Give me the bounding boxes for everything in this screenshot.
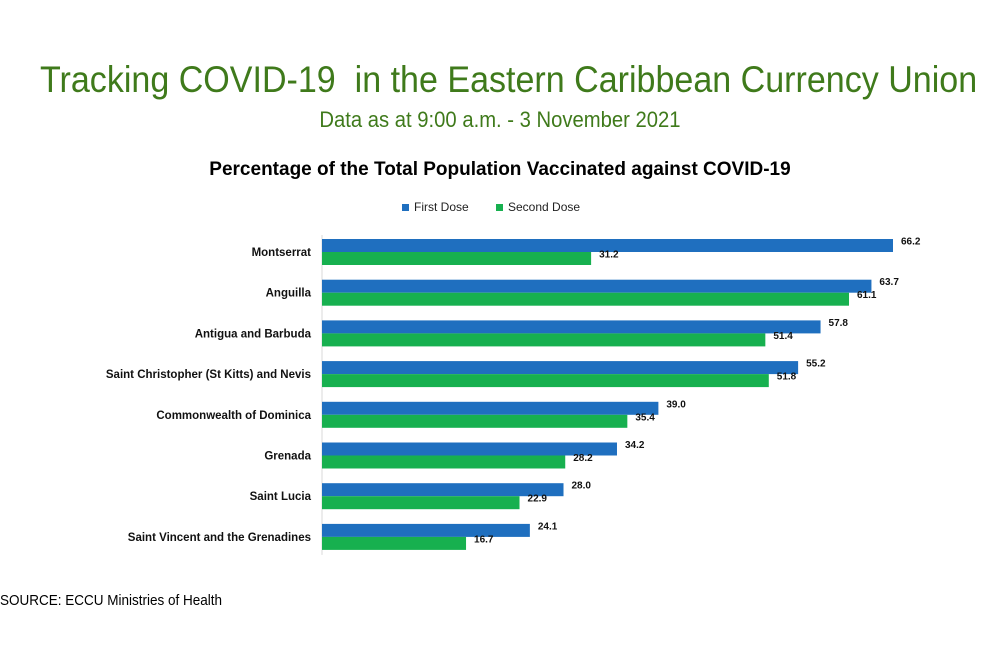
category-label-commonwealth-of-dominica: Commonwealth of Dominica bbox=[156, 410, 311, 422]
data-label-first-dose-montserrat: 66.2 bbox=[901, 237, 921, 248]
source-note: SOURCE: ECCU Ministries of Health bbox=[0, 592, 223, 609]
bar-first-dose-antigua-and-barbuda bbox=[322, 320, 821, 334]
chart-legend: First Dose Second Dose bbox=[0, 199, 1000, 217]
category-label-antigua-and-barbuda: Antigua and Barbuda bbox=[195, 328, 312, 340]
data-label-second-dose-saint-lucia: 22.9 bbox=[528, 494, 548, 505]
data-label-second-dose-grenada: 28.2 bbox=[573, 453, 593, 464]
bar-second-dose-anguilla bbox=[322, 292, 850, 306]
category-label-saint-lucia: Saint Lucia bbox=[250, 491, 312, 503]
data-label-first-dose-antigua-and-barbuda: 57.8 bbox=[829, 318, 849, 329]
bar-first-dose-montserrat bbox=[322, 239, 893, 252]
data-label-first-dose-commonwealth-of-dominica: 39.0 bbox=[666, 399, 686, 410]
data-label-second-dose-saint-christopher-st-kitts-and-nevis: 51.8 bbox=[777, 372, 797, 383]
category-label-saint-vincent-and-the-grenadines: Saint Vincent and the Grenadines bbox=[128, 532, 311, 544]
bar-first-dose-saint-christopher-st-kitts-and-nevis bbox=[322, 361, 799, 375]
data-label-first-dose-grenada: 34.2 bbox=[625, 440, 645, 451]
bar-first-dose-saint-lucia bbox=[322, 483, 564, 497]
bar-second-dose-grenada bbox=[322, 455, 566, 469]
bar-second-dose-commonwealth-of-dominica bbox=[322, 414, 628, 428]
page-subtitle: Data as at 9:00 a.m. - 3 November 2021 bbox=[319, 107, 681, 132]
data-label-second-dose-antigua-and-barbuda: 51.4 bbox=[773, 331, 793, 342]
category-label-grenada: Grenada bbox=[264, 451, 311, 463]
category-label-anguilla: Anguilla bbox=[266, 288, 312, 300]
bar-second-dose-antigua-and-barbuda bbox=[322, 333, 766, 347]
data-label-second-dose-anguilla: 61.1 bbox=[857, 290, 877, 301]
data-label-first-dose-saint-vincent-and-the-grenadines: 24.1 bbox=[538, 521, 558, 532]
legend-swatch-first-dose bbox=[402, 203, 409, 211]
legend-item-second-dose: Second Dose bbox=[496, 199, 580, 215]
legend-swatch-second-dose bbox=[496, 203, 503, 211]
bar-first-dose-grenada bbox=[322, 442, 617, 456]
data-label-first-dose-anguilla: 63.7 bbox=[879, 277, 899, 288]
category-label-montserrat: Montserrat bbox=[252, 247, 312, 259]
data-label-first-dose-saint-lucia: 28.0 bbox=[572, 481, 592, 492]
data-label-second-dose-commonwealth-of-dominica: 35.4 bbox=[635, 412, 655, 423]
bar-second-dose-saint-lucia bbox=[322, 496, 520, 510]
bar-first-dose-commonwealth-of-dominica bbox=[322, 401, 659, 415]
bar-first-dose-saint-vincent-and-the-grenadines bbox=[322, 523, 530, 537]
bar-second-dose-saint-vincent-and-the-grenadines bbox=[322, 536, 467, 550]
data-label-second-dose-saint-vincent-and-the-grenadines: 16.7 bbox=[474, 534, 494, 545]
data-label-first-dose-saint-christopher-st-kitts-and-nevis: 55.2 bbox=[806, 359, 826, 370]
bar-second-dose-montserrat bbox=[322, 252, 592, 265]
legend-item-first-dose: First Dose bbox=[402, 199, 469, 215]
page-title: Tracking COVID-19 in the Eastern Caribbe… bbox=[40, 59, 978, 100]
bar-second-dose-saint-christopher-st-kitts-and-nevis bbox=[322, 374, 769, 388]
category-label-saint-christopher-st-kitts-and-nevis: Saint Christopher (St Kitts) and Nevis bbox=[106, 369, 311, 381]
data-label-second-dose-montserrat: 31.2 bbox=[599, 250, 619, 261]
chart-title: Percentage of the Total Population Vacci… bbox=[209, 159, 791, 180]
legend-label-first-dose: First Dose bbox=[414, 200, 469, 214]
legend-label-second-dose: Second Dose bbox=[508, 200, 581, 214]
bar-first-dose-anguilla bbox=[322, 279, 872, 293]
